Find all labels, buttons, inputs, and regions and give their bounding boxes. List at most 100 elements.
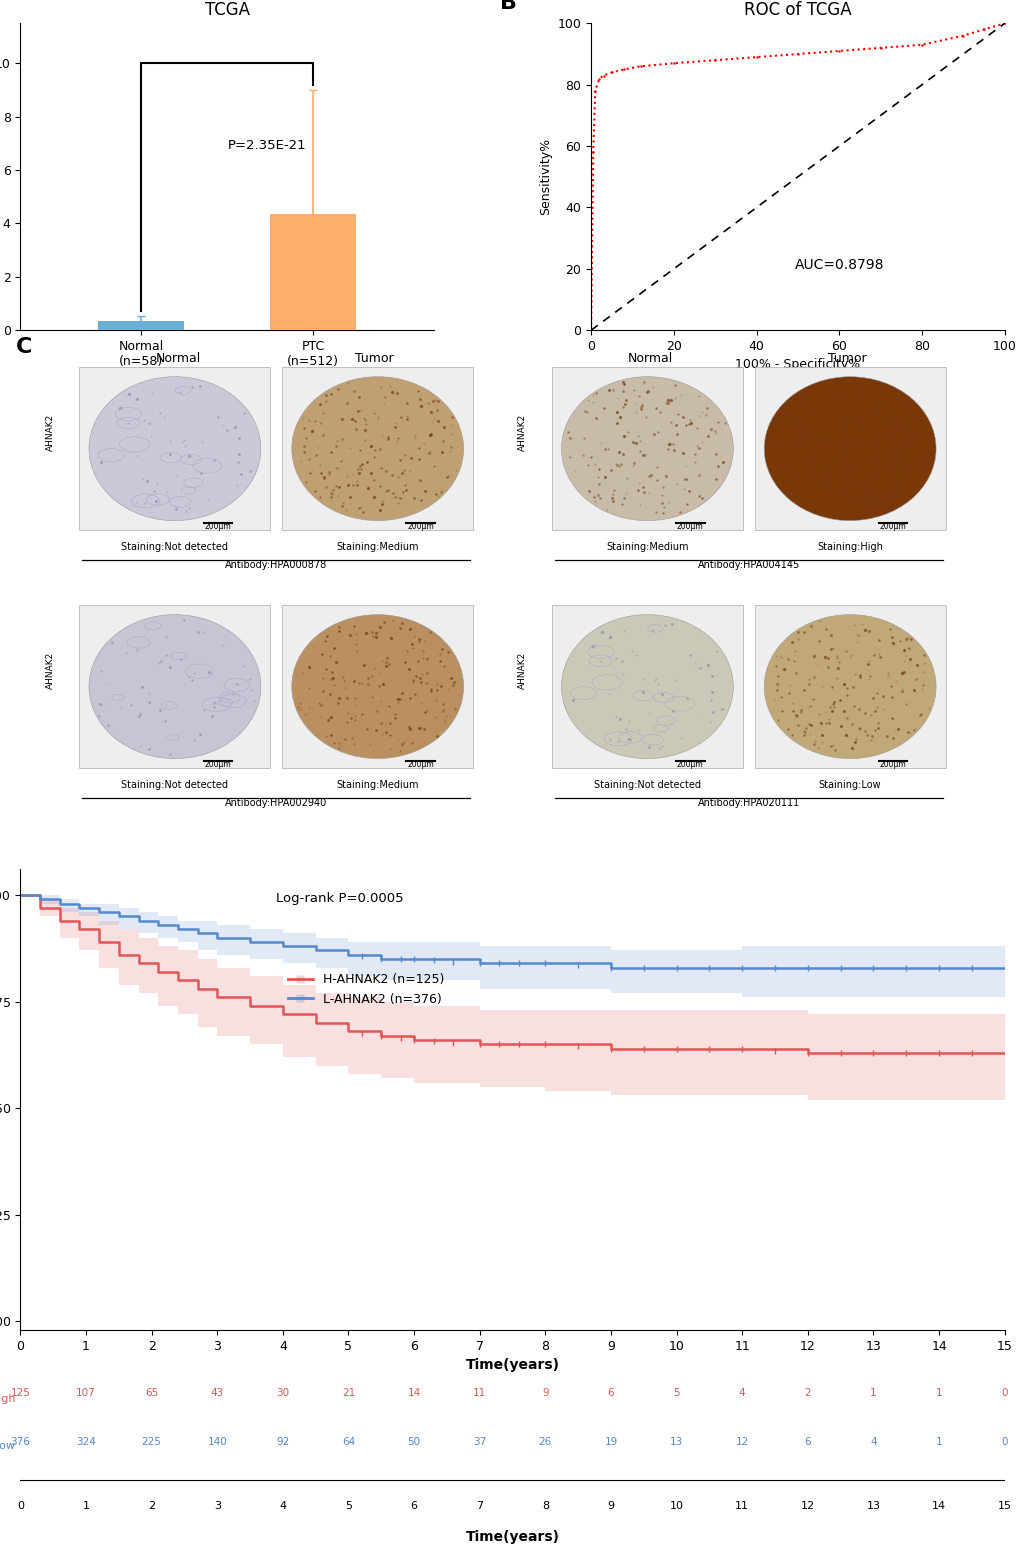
- Text: 1: 1: [934, 1438, 942, 1447]
- Text: 1: 1: [934, 1388, 942, 1399]
- Text: Staining:Medium: Staining:Medium: [605, 543, 688, 552]
- Bar: [98, 321, 183, 330]
- Ellipse shape: [763, 615, 935, 759]
- Text: 30: 30: [276, 1388, 289, 1399]
- Text: 6: 6: [607, 1388, 613, 1399]
- Text: AHNAK2: AHNAK2: [518, 414, 527, 451]
- Text: 10: 10: [668, 1502, 683, 1511]
- Text: Antibody:HPA000878: Antibody:HPA000878: [225, 560, 327, 569]
- Ellipse shape: [763, 377, 935, 521]
- Ellipse shape: [291, 377, 464, 521]
- Bar: [270, 215, 356, 330]
- Ellipse shape: [560, 377, 733, 521]
- Bar: [551, 367, 742, 531]
- Text: 1: 1: [83, 1502, 90, 1511]
- Text: 21: 21: [341, 1388, 355, 1399]
- Text: 9: 9: [541, 1388, 548, 1399]
- Text: 6: 6: [804, 1438, 810, 1447]
- Text: 200μm: 200μm: [407, 523, 434, 532]
- Text: 0: 0: [17, 1502, 23, 1511]
- Text: 107: 107: [76, 1388, 96, 1399]
- Ellipse shape: [89, 615, 261, 759]
- Title: TCGA: TCGA: [205, 2, 250, 19]
- Text: 65: 65: [145, 1388, 158, 1399]
- Text: 200μm: 200μm: [205, 761, 231, 769]
- Text: Tumor: Tumor: [355, 352, 393, 366]
- Text: 200μm: 200μm: [677, 523, 703, 532]
- Text: 4: 4: [738, 1388, 745, 1399]
- Text: AHNAK2: AHNAK2: [46, 652, 54, 689]
- Text: Staining:Not detected: Staining:Not detected: [121, 543, 228, 552]
- Text: Antibody:HPA002940: Antibody:HPA002940: [225, 798, 327, 808]
- Text: 9: 9: [607, 1502, 613, 1511]
- Text: Antibody:HPA004145: Antibody:HPA004145: [697, 560, 799, 569]
- Text: 4: 4: [869, 1438, 876, 1447]
- Text: 200μm: 200μm: [879, 523, 906, 532]
- Text: AHNAK2: AHNAK2: [518, 652, 527, 689]
- Text: Staining:Low: Staining:Low: [818, 780, 880, 790]
- Text: low: low: [0, 1441, 15, 1452]
- Text: AHNAK2: AHNAK2: [46, 414, 54, 451]
- Text: 200μm: 200μm: [879, 761, 906, 769]
- Text: 8: 8: [541, 1502, 548, 1511]
- Text: P=2.35E-21: P=2.35E-21: [227, 138, 306, 152]
- Text: 14: 14: [931, 1502, 946, 1511]
- Text: 1: 1: [869, 1388, 876, 1399]
- Text: 13: 13: [865, 1502, 879, 1511]
- Text: Time(years): Time(years): [465, 1530, 559, 1544]
- Text: 12: 12: [735, 1438, 748, 1447]
- Text: 5: 5: [344, 1502, 352, 1511]
- Text: 64: 64: [341, 1438, 355, 1447]
- Bar: [79, 367, 270, 531]
- Text: high: high: [0, 1394, 15, 1404]
- Text: Normal: Normal: [627, 352, 673, 366]
- Bar: [282, 605, 473, 769]
- Text: 225: 225: [142, 1438, 161, 1447]
- Text: Staining:Medium: Staining:Medium: [336, 780, 419, 790]
- Text: AUC=0.8798: AUC=0.8798: [794, 258, 883, 272]
- Text: 2: 2: [148, 1502, 155, 1511]
- Text: 125: 125: [10, 1388, 31, 1399]
- Text: 13: 13: [669, 1438, 683, 1447]
- Text: 7: 7: [476, 1502, 483, 1511]
- Text: 37: 37: [473, 1438, 486, 1447]
- Text: 92: 92: [276, 1438, 289, 1447]
- Text: 26: 26: [538, 1438, 551, 1447]
- Ellipse shape: [560, 615, 733, 759]
- Bar: [79, 605, 270, 769]
- Text: 376: 376: [10, 1438, 31, 1447]
- Legend: H-AHNAK2 (n=125), L-AHNAK2 (n=376): H-AHNAK2 (n=125), L-AHNAK2 (n=376): [282, 968, 448, 1010]
- Text: Staining:High: Staining:High: [816, 543, 882, 552]
- Text: 3: 3: [214, 1502, 220, 1511]
- X-axis label: 100% - Specificity%: 100% - Specificity%: [735, 358, 860, 372]
- Text: 6: 6: [411, 1502, 417, 1511]
- Text: 140: 140: [207, 1438, 227, 1447]
- Text: 0: 0: [1001, 1388, 1007, 1399]
- Text: 4: 4: [279, 1502, 286, 1511]
- Bar: [551, 605, 742, 769]
- Ellipse shape: [89, 377, 261, 521]
- Text: Tumor: Tumor: [827, 352, 866, 366]
- Text: C: C: [15, 338, 32, 358]
- Text: 5: 5: [673, 1388, 680, 1399]
- Text: 2: 2: [804, 1388, 810, 1399]
- Title: ROC of TCGA: ROC of TCGA: [744, 2, 851, 19]
- Text: 0: 0: [1001, 1438, 1007, 1447]
- Text: Staining:Not detected: Staining:Not detected: [593, 780, 700, 790]
- Text: 200μm: 200μm: [205, 523, 231, 532]
- Text: 11: 11: [735, 1502, 749, 1511]
- Ellipse shape: [291, 615, 464, 759]
- Bar: [754, 605, 945, 769]
- Text: Normal: Normal: [155, 352, 201, 366]
- Text: 43: 43: [211, 1388, 223, 1399]
- Text: 200μm: 200μm: [407, 761, 434, 769]
- Text: Staining:Not detected: Staining:Not detected: [121, 780, 228, 790]
- Text: 200μm: 200μm: [677, 761, 703, 769]
- Text: Staining:Medium: Staining:Medium: [336, 543, 419, 552]
- Text: 19: 19: [604, 1438, 616, 1447]
- Text: 324: 324: [76, 1438, 96, 1447]
- Y-axis label: Sensitivity%: Sensitivity%: [538, 138, 551, 215]
- Text: 15: 15: [997, 1502, 1011, 1511]
- Bar: [282, 367, 473, 531]
- Text: Log-rank P=0.0005: Log-rank P=0.0005: [276, 892, 404, 904]
